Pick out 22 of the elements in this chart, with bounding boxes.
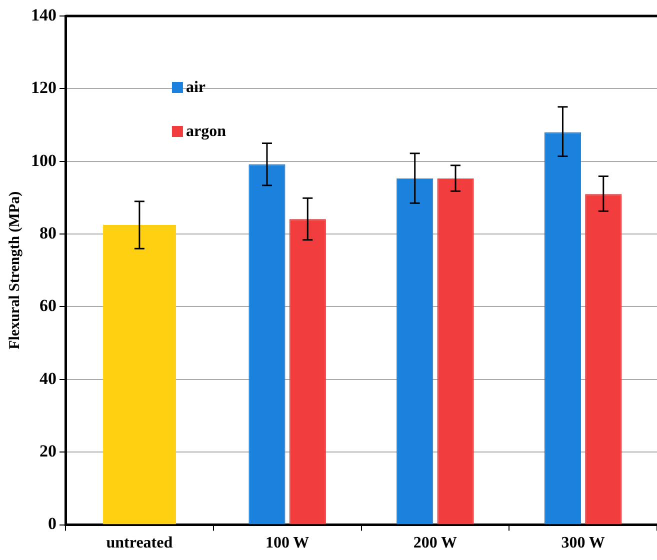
y-tick-label: 80 <box>40 223 56 242</box>
legend-label: argon <box>186 123 226 140</box>
y-tick-label: 20 <box>40 442 56 461</box>
y-tick-label: 120 <box>31 78 56 98</box>
x-tick-label: 100 W <box>265 534 310 552</box>
y-tick-label: 0 <box>48 514 56 534</box>
bar <box>289 219 326 524</box>
x-tick-label: 200 W <box>413 534 458 552</box>
x-tick-label: untreated <box>106 534 173 552</box>
bar <box>544 132 582 524</box>
legend-label: air <box>186 79 206 96</box>
y-tick-label: 100 <box>31 150 56 170</box>
bar <box>437 178 474 524</box>
bar <box>102 224 176 524</box>
x-tick-label: 300 W <box>561 534 605 552</box>
y-tick-label: 140 <box>31 5 56 24</box>
y-tick-label: 40 <box>40 368 56 388</box>
bar <box>396 178 434 524</box>
bar <box>585 194 622 524</box>
y-tick-label: 60 <box>40 296 56 316</box>
y-axis-title: Flexural Strength (MPa) <box>6 191 23 350</box>
bar <box>248 164 286 524</box>
